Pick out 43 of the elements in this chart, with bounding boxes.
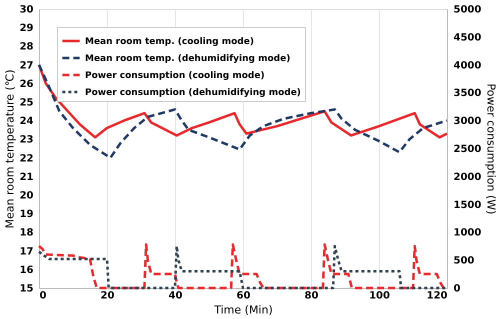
y2-tick-label: 5000: [454, 4, 482, 16]
y-tick-label: 15: [20, 284, 34, 294]
y2-tick-label: 500: [454, 256, 474, 267]
y-tick-label: 26: [20, 78, 34, 90]
line-series: [38, 64, 448, 160]
legend-label: Mean room temp. (dehumidifying mode): [85, 54, 290, 64]
y2-tick-label: 4000: [454, 60, 482, 72]
legend-label: Power consumption (cooling mode): [85, 71, 265, 81]
legend-label: Power consumption (dehumidifying mode): [85, 88, 301, 98]
x-tick-label: 40: [168, 290, 182, 302]
y-tick-label: 19: [20, 209, 34, 220]
y2-tick-label: 2000: [454, 172, 482, 183]
x-axis-title: Time (Min): [213, 304, 273, 316]
x-tick-label: 120: [426, 290, 448, 302]
y-tick-label: 28: [20, 42, 34, 53]
y-tick-label: 27: [20, 60, 34, 72]
y-tick-label: 25: [20, 98, 34, 108]
y2-tick-label: 2500: [454, 144, 482, 155]
y2-tick-label: 0: [454, 284, 460, 294]
x-tick-label: 60: [236, 290, 250, 302]
y-tick-label: 18: [20, 228, 34, 239]
y-tick-label: 23: [20, 134, 34, 146]
y-tick-label: 21: [20, 172, 34, 183]
y-tick-label: 29: [20, 23, 34, 34]
y2-tick-label: 4500: [454, 32, 482, 44]
line-series: [38, 64, 448, 139]
y-tick-label: 24: [20, 116, 34, 128]
x-tick-label: 80: [304, 290, 318, 302]
y2-axis-title: Power consumption (W): [484, 84, 498, 214]
y-tick-label: 22: [20, 153, 34, 164]
x-tick-label: 100: [369, 290, 390, 302]
y-tick-label: 20: [20, 190, 34, 202]
y-axis-title: Mean room temperature (℃): [4, 70, 17, 228]
y-tick-label: 17: [20, 246, 34, 258]
y-tick-label: 16: [20, 264, 34, 276]
y2-tick-label: 1000: [454, 228, 482, 239]
y2-tick-label: 3000: [454, 116, 482, 128]
y-tick-label: 30: [20, 4, 34, 16]
x-tick-label: 20: [100, 290, 114, 302]
x-tick-label: 0: [40, 290, 46, 302]
y2-tick-label: 1500: [454, 200, 482, 211]
legend-label: Mean room temp. (cooling mode): [85, 37, 254, 47]
y2-tick-label: 3500: [454, 88, 482, 100]
